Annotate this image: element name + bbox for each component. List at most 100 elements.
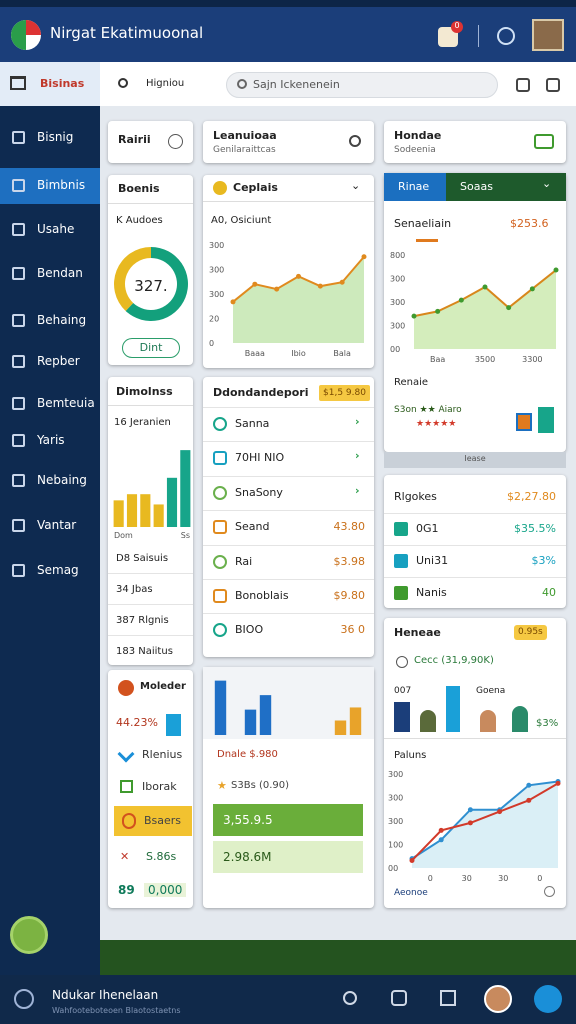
x-tick-label: 30 bbox=[498, 874, 508, 883]
x-tick-label: Baa bbox=[430, 355, 445, 364]
divider bbox=[108, 604, 193, 605]
nav-label: Bemteuia bbox=[37, 396, 95, 410]
button[interactable]: 2.98.6M bbox=[213, 841, 363, 873]
section-tab: Bisinas bbox=[0, 62, 100, 106]
line bbox=[411, 780, 559, 860]
point bbox=[555, 780, 561, 786]
avatar[interactable] bbox=[532, 19, 564, 51]
row-label: SnaSony bbox=[235, 485, 283, 499]
list-item: D8 Saisuis bbox=[116, 553, 169, 564]
card: Heneae 0.95s Cecc (31,9,90K) 007 Goena $… bbox=[384, 618, 566, 908]
search-icon[interactable] bbox=[349, 135, 361, 147]
chevron[interactable]: ⌄ bbox=[351, 179, 361, 192]
text: S3on ★★ Aiaro bbox=[394, 405, 462, 415]
nav-globe[interactable] bbox=[534, 985, 562, 1013]
nav-label: Bendan bbox=[37, 266, 83, 280]
nav-icon bbox=[12, 131, 25, 144]
chevron[interactable]: › bbox=[355, 449, 360, 463]
area bbox=[412, 781, 558, 868]
shape bbox=[11, 20, 26, 35]
menu-icon[interactable] bbox=[546, 78, 560, 92]
tab[interactable]: Rinae bbox=[384, 173, 446, 201]
y-tick-label: 300 bbox=[388, 817, 403, 826]
y-tick-label: 300 bbox=[209, 266, 224, 275]
card: Moleder 44.23% Rlenius Iborak Bsaers ✕ S… bbox=[108, 670, 193, 908]
row-icon bbox=[213, 485, 227, 500]
chevron[interactable]: › bbox=[355, 415, 360, 428]
nav-icon[interactable] bbox=[343, 991, 357, 1005]
point bbox=[438, 837, 444, 843]
text: ★★★★★ bbox=[416, 419, 457, 429]
text: Cecc (31,9,90K) bbox=[414, 655, 494, 666]
point bbox=[252, 281, 258, 287]
text: Hondae bbox=[394, 129, 442, 142]
bar bbox=[259, 695, 272, 735]
compass-icon bbox=[14, 989, 34, 1009]
row-value: 43.80 bbox=[333, 520, 366, 534]
y-tick-label: 800 bbox=[390, 251, 405, 260]
nav-item[interactable]: Vantar bbox=[0, 508, 100, 544]
check-icon bbox=[117, 745, 135, 763]
list-item: 183 Naiitus bbox=[116, 646, 173, 657]
y-tick-label: 300 bbox=[388, 770, 403, 779]
nav-icon[interactable] bbox=[440, 990, 456, 1006]
list: Rlgokes $2,27.80 0G1 $35.5% Uni31 $3% Nanis 40 bbox=[384, 475, 566, 608]
y-tick-label: 300 bbox=[209, 241, 224, 250]
text: A0, Osiciunt bbox=[211, 215, 272, 226]
help-icon[interactable] bbox=[497, 27, 515, 45]
bar bbox=[153, 504, 164, 527]
shape bbox=[11, 35, 26, 50]
nav-item[interactable]: Repber bbox=[0, 344, 100, 380]
row-icon bbox=[213, 589, 227, 603]
tab[interactable]: Soaas bbox=[446, 173, 566, 201]
nav-item[interactable]: Semag bbox=[0, 553, 100, 589]
area-chart: 800 300 300 300 00 Baa 3500 3300 bbox=[390, 251, 559, 364]
text: Heneae bbox=[394, 626, 441, 639]
point bbox=[361, 254, 367, 260]
y-tick-label: 0 bbox=[209, 339, 214, 348]
highlight-row: Bsaers bbox=[114, 806, 192, 836]
card: Rairii bbox=[108, 121, 193, 163]
text: Dimolnss bbox=[116, 385, 173, 398]
header: Nirgat Ekatimuoonal 0 bbox=[0, 0, 576, 62]
settings-icon[interactable] bbox=[516, 78, 530, 92]
divider bbox=[108, 573, 193, 574]
search-box[interactable]: Sajn Ickenenein bbox=[226, 72, 498, 98]
point bbox=[339, 279, 345, 285]
button[interactable]: Dint bbox=[122, 338, 180, 358]
figure-bar bbox=[446, 686, 460, 732]
nav-item[interactable]: Yaris bbox=[0, 423, 100, 459]
nav-item[interactable]: Nebaing bbox=[0, 463, 100, 499]
card: Leanuioaa Genilaraittcas bbox=[203, 121, 374, 163]
nav-icon[interactable] bbox=[391, 990, 407, 1006]
app-title: Nirgat Ekatimuoonal bbox=[50, 24, 204, 42]
nav-avatar[interactable] bbox=[484, 985, 512, 1013]
assistant-button[interactable] bbox=[10, 916, 48, 954]
nav-item[interactable]: Usahe bbox=[0, 212, 100, 248]
point bbox=[526, 797, 532, 803]
chevron[interactable]: › bbox=[355, 483, 360, 497]
point bbox=[296, 273, 301, 279]
divider bbox=[203, 579, 374, 580]
nav-item[interactable]: Bendan bbox=[0, 256, 100, 292]
row-icon bbox=[213, 520, 227, 535]
clock-icon bbox=[168, 134, 183, 149]
nav-label: Nebaing bbox=[37, 473, 87, 487]
point bbox=[230, 299, 236, 305]
icon[interactable] bbox=[534, 134, 554, 149]
nav-item[interactable]: Bemteuia bbox=[0, 386, 100, 422]
nav-icon bbox=[12, 267, 25, 280]
nav-item[interactable]: Bimbnis bbox=[0, 168, 100, 204]
bar bbox=[334, 720, 347, 735]
y-tick-label: 100 bbox=[388, 841, 403, 850]
nav-label: Behaing bbox=[37, 313, 87, 327]
divider bbox=[384, 577, 566, 578]
text: Iborak bbox=[142, 780, 177, 793]
row-icon bbox=[394, 586, 408, 600]
icon bbox=[213, 181, 227, 195]
nav-item[interactable]: Bisnig bbox=[0, 120, 100, 156]
button[interactable]: 3,55.9.5 bbox=[213, 804, 363, 836]
nav-item[interactable]: Behaing bbox=[0, 303, 100, 339]
point bbox=[467, 807, 473, 813]
